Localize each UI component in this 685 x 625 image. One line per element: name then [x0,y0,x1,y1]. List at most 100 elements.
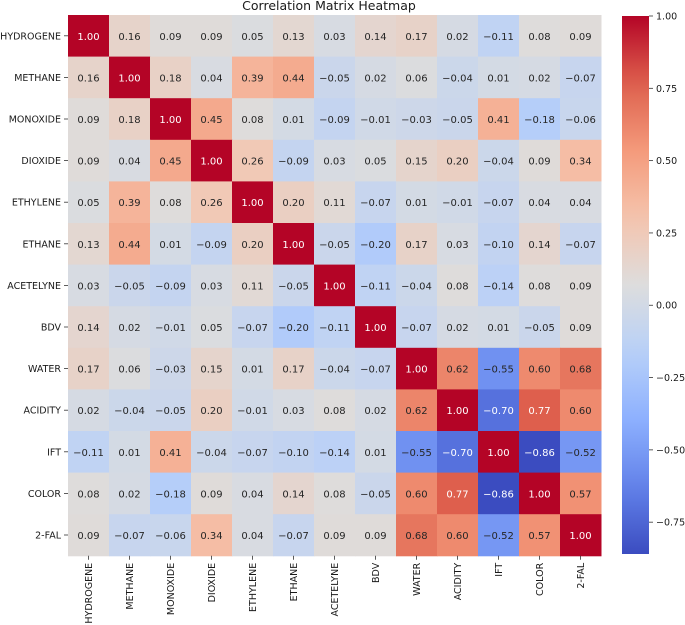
cell-value-label: 0.34 [200,531,222,542]
cell-value-label: −0.70 [483,406,514,417]
heatmap-cell [437,223,479,266]
cell-value-label: 0.01 [364,448,386,459]
cell-value-label: 0.16 [77,73,99,84]
cell-value-label: −0.04 [401,281,432,292]
heatmap-cell [355,306,397,349]
heatmap-cell [191,15,233,58]
heatmap-cell [109,347,151,390]
cell-value-label: −0.14 [319,448,350,459]
column-tick-label: HYDROGENE [84,563,95,624]
heatmap-cell [396,431,438,474]
row-tick-label: ETHANE [22,239,61,250]
cell-value-label: 0.09 [159,32,181,43]
heatmap-cell [150,98,192,141]
cell-value-label: −0.10 [278,448,309,459]
heatmap-cell [519,347,561,390]
row-tick-label: ETHYLENE [12,198,61,209]
heatmap-cell [191,139,233,182]
cell-value-label: 0.20 [200,406,222,417]
cell-value-label: 1.00 [487,448,509,459]
cell-value-label: −0.09 [319,115,350,126]
heatmap-cell [150,56,192,99]
cell-value-label: 0.02 [118,489,140,500]
cell-value-label: 0.04 [528,198,550,209]
cell-value-label: −0.05 [278,281,309,292]
colorbar-tick-label: 0.50 [656,156,677,167]
cell-value-label: −0.11 [319,323,350,334]
heatmap-cell [314,264,356,307]
column-tick-label: WATER [412,562,423,595]
heatmap-cell [273,306,315,349]
row-tick-label: ACIDITY [24,406,62,417]
heatmap-cell [150,472,192,515]
cell-value-label: 0.57 [569,489,591,500]
heatmap-cell [519,181,561,224]
heatmap-cell [232,98,274,141]
column-tick-labels: HYDROGENE METHANE MONOXIDE DIOXIDE ETHYLENE E… [84,555,587,624]
heatmap-cell [519,389,561,432]
heatmap-cell [68,472,110,515]
heatmap-cell [437,264,479,307]
cell-value-label: −0.14 [483,281,514,292]
heatmap-cell [150,223,192,266]
colorbar-tick-label: 0.75 [656,84,677,95]
heatmap-cell [273,223,315,266]
heatmap-cell [314,306,356,349]
heatmap-cell [109,98,151,141]
heatmap-cell [437,306,479,349]
heatmap-cell [191,431,233,474]
cell-value-label: 0.39 [118,198,140,209]
cell-value-label: 0.26 [200,198,222,209]
heatmap-cell [355,98,397,141]
cell-value-label: 0.01 [405,198,427,209]
cell-value-label: 0.20 [446,157,468,168]
cell-value-label: 0.39 [241,73,263,84]
cell-value-label: 0.05 [364,157,386,168]
cell-value-label: 0.08 [241,115,263,126]
heatmap-cell [478,264,520,307]
cell-value-label: −0.06 [155,531,186,542]
column-tick-label: IFT [494,563,505,577]
cell-value-label: 0.01 [487,73,509,84]
cell-value-label: 0.60 [446,531,468,542]
heatmap-cell [109,15,151,58]
heatmap-cell [396,347,438,390]
heatmap-cell [437,472,479,515]
cell-value-label: 0.09 [528,157,550,168]
cell-value-label: 1.00 [528,489,550,500]
row-tick-label: METHANE [14,73,61,84]
heatmap-cell [150,514,192,557]
cell-value-label: 0.09 [77,115,99,126]
heatmap-cell [355,389,397,432]
row-tick-label: MONOXIDE [9,115,61,126]
cell-value-label: 0.02 [118,323,140,334]
column-tick-label: DIOXIDE [207,563,218,603]
cell-value-label: −0.07 [237,448,268,459]
cell-value-label: 0.16 [118,32,140,43]
heatmap-cell [437,56,479,99]
heatmap-cell [437,389,479,432]
chart-title: Correlation Matrix Heatmap [242,0,416,13]
heatmap-cell [191,306,233,349]
cell-value-label: 0.09 [569,32,591,43]
heatmap-cell [314,139,356,182]
heatmap-cell [68,264,110,307]
cell-value-label: 0.04 [118,157,140,168]
heatmap-cell [355,181,397,224]
cell-value-label: 0.03 [77,281,99,292]
cell-value-label: 0.01 [282,115,304,126]
heatmap-cell [68,223,110,266]
cell-value-label: 0.02 [77,406,99,417]
heatmap-cell [68,181,110,224]
cell-value-label: 0.77 [446,489,468,500]
heatmap-cell [109,223,151,266]
cell-value-label: −0.11 [73,448,104,459]
cell-value-label: 1.00 [159,115,181,126]
cell-value-label: 1.00 [323,281,345,292]
heatmap-cell [150,389,192,432]
heatmap-cell [355,223,397,266]
heatmap-cell [478,56,520,99]
cell-value-label: 0.13 [282,32,304,43]
cell-value-label: 0.04 [569,198,591,209]
heatmap-cell [560,223,602,266]
